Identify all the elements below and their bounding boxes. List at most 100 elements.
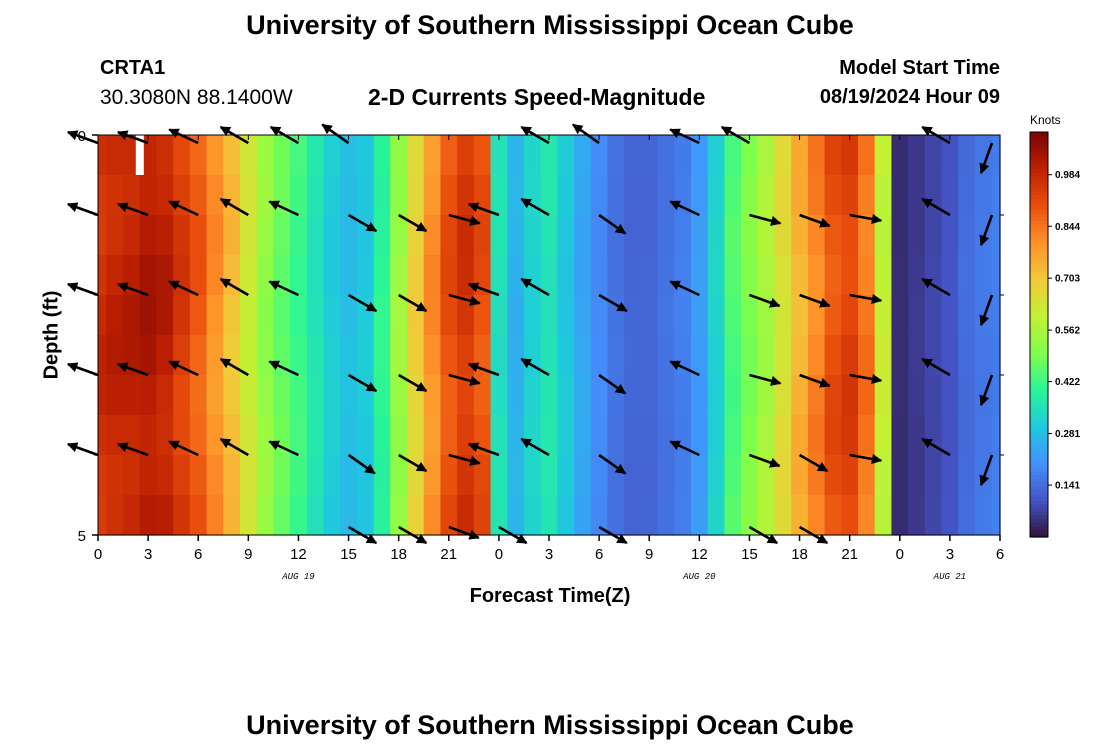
heatmap-cell <box>306 415 325 456</box>
current-vector <box>168 200 199 217</box>
x-tick-label: 6 <box>996 546 1004 563</box>
colorbar-segment <box>1030 260 1048 266</box>
heatmap-cell <box>941 175 959 216</box>
colorbar-segment <box>1030 363 1048 369</box>
heatmap-cell <box>390 375 408 416</box>
heatmap-cell <box>156 175 174 216</box>
current-vector <box>168 128 199 145</box>
x-tick-label: 21 <box>841 546 858 563</box>
colorbar-segment <box>1030 470 1048 476</box>
heatmap-cell <box>824 135 842 176</box>
heatmap-cell <box>490 175 508 216</box>
heatmap-cell <box>841 135 859 176</box>
current-vector <box>798 453 829 473</box>
heatmap-cell <box>941 455 959 496</box>
heatmap-cell <box>841 495 859 536</box>
colorbar-segment <box>1030 146 1048 152</box>
heatmap-cell <box>958 495 976 536</box>
heatmap-cell <box>841 415 859 456</box>
heatmap-cell <box>607 215 625 256</box>
heatmap-cell <box>239 495 258 536</box>
heatmap-cell <box>390 295 408 336</box>
heatmap-cell <box>891 295 909 336</box>
heatmap-cell <box>908 135 926 176</box>
colorbar-segment <box>1030 213 1048 218</box>
heatmap-cell <box>490 415 508 456</box>
heatmap-cell <box>574 375 592 416</box>
heatmap-cell <box>590 375 609 416</box>
heatmap-cell <box>741 495 759 536</box>
colorbar-segment <box>1030 257 1048 262</box>
heatmap-cell <box>106 215 124 256</box>
colorbar-segment <box>1030 375 1048 380</box>
colorbar-segment <box>1030 378 1048 383</box>
heatmap-cell <box>724 375 742 416</box>
heatmap-cell <box>991 335 1001 376</box>
heatmap-cell <box>256 455 274 496</box>
colorbar-segment <box>1030 224 1048 229</box>
heatmap-cell <box>607 175 625 216</box>
y-tick-label: 0 <box>78 128 86 145</box>
heatmap-cell <box>407 415 425 456</box>
heatmap-cell <box>757 335 776 376</box>
heatmap-cell <box>791 175 809 216</box>
heatmap-cell <box>173 495 191 536</box>
heatmap-cell <box>206 415 224 456</box>
x-tick-label: 21 <box>440 546 457 563</box>
heatmap-cell <box>858 335 876 376</box>
colorbar-segment <box>1030 492 1048 498</box>
heatmap-cell <box>574 295 592 336</box>
current-vector <box>66 442 99 457</box>
heatmap-cell <box>540 135 558 176</box>
colorbar-segment <box>1030 474 1048 479</box>
colorbar-segment <box>1030 367 1048 372</box>
heatmap-cell <box>123 375 141 416</box>
heatmap-cell <box>824 215 842 256</box>
heatmap-cell <box>974 415 993 456</box>
heatmap-cell <box>974 335 993 376</box>
colorbar-segment <box>1030 345 1048 350</box>
heatmap-cell <box>223 375 241 416</box>
heatmap-cell <box>774 255 792 296</box>
current-vector <box>669 280 700 297</box>
heatmap-cell <box>791 495 809 536</box>
heatmap-cell <box>139 175 158 216</box>
heatmap-cell <box>156 455 174 496</box>
heatmap-cell <box>640 295 659 336</box>
heatmap-cell <box>540 175 558 216</box>
heatmap-cell <box>574 335 592 376</box>
heatmap-cell <box>373 215 391 256</box>
current-vector <box>799 373 831 388</box>
current-vector <box>979 374 994 407</box>
heatmap-cell <box>490 135 508 176</box>
colorbar-segment <box>1030 205 1048 210</box>
heatmap-cell <box>407 135 425 176</box>
heatmap-cell <box>306 375 325 416</box>
colorbar-segment <box>1030 143 1048 148</box>
heatmap-cell <box>690 215 709 256</box>
current-vector <box>598 373 627 395</box>
heatmap-cell <box>640 415 659 456</box>
heatmap-cell <box>239 295 258 336</box>
heatmap-cell <box>741 175 759 216</box>
y-tick-label: 5 <box>78 528 86 545</box>
heatmap-cell <box>189 135 208 176</box>
heatmap-cell <box>657 335 675 376</box>
colorbar-segment <box>1030 271 1048 277</box>
heatmap-cell <box>156 135 174 176</box>
heatmap-cell <box>557 455 575 496</box>
heatmap-cell <box>774 175 792 216</box>
heatmap-cell <box>290 335 308 376</box>
current-vector <box>598 453 627 475</box>
heatmap-cell <box>507 455 525 496</box>
heatmap-cell <box>540 375 558 416</box>
heatmap-cell <box>791 135 809 176</box>
heatmap-cell <box>941 295 959 336</box>
colorbar-segment <box>1030 179 1048 185</box>
current-vector <box>467 442 500 457</box>
heatmap-cell <box>991 415 1001 456</box>
x-tick-label: 12 <box>290 546 307 563</box>
heatmap-cell <box>908 215 926 256</box>
heatmap-cell <box>540 295 558 336</box>
heatmap-cell <box>206 255 224 296</box>
